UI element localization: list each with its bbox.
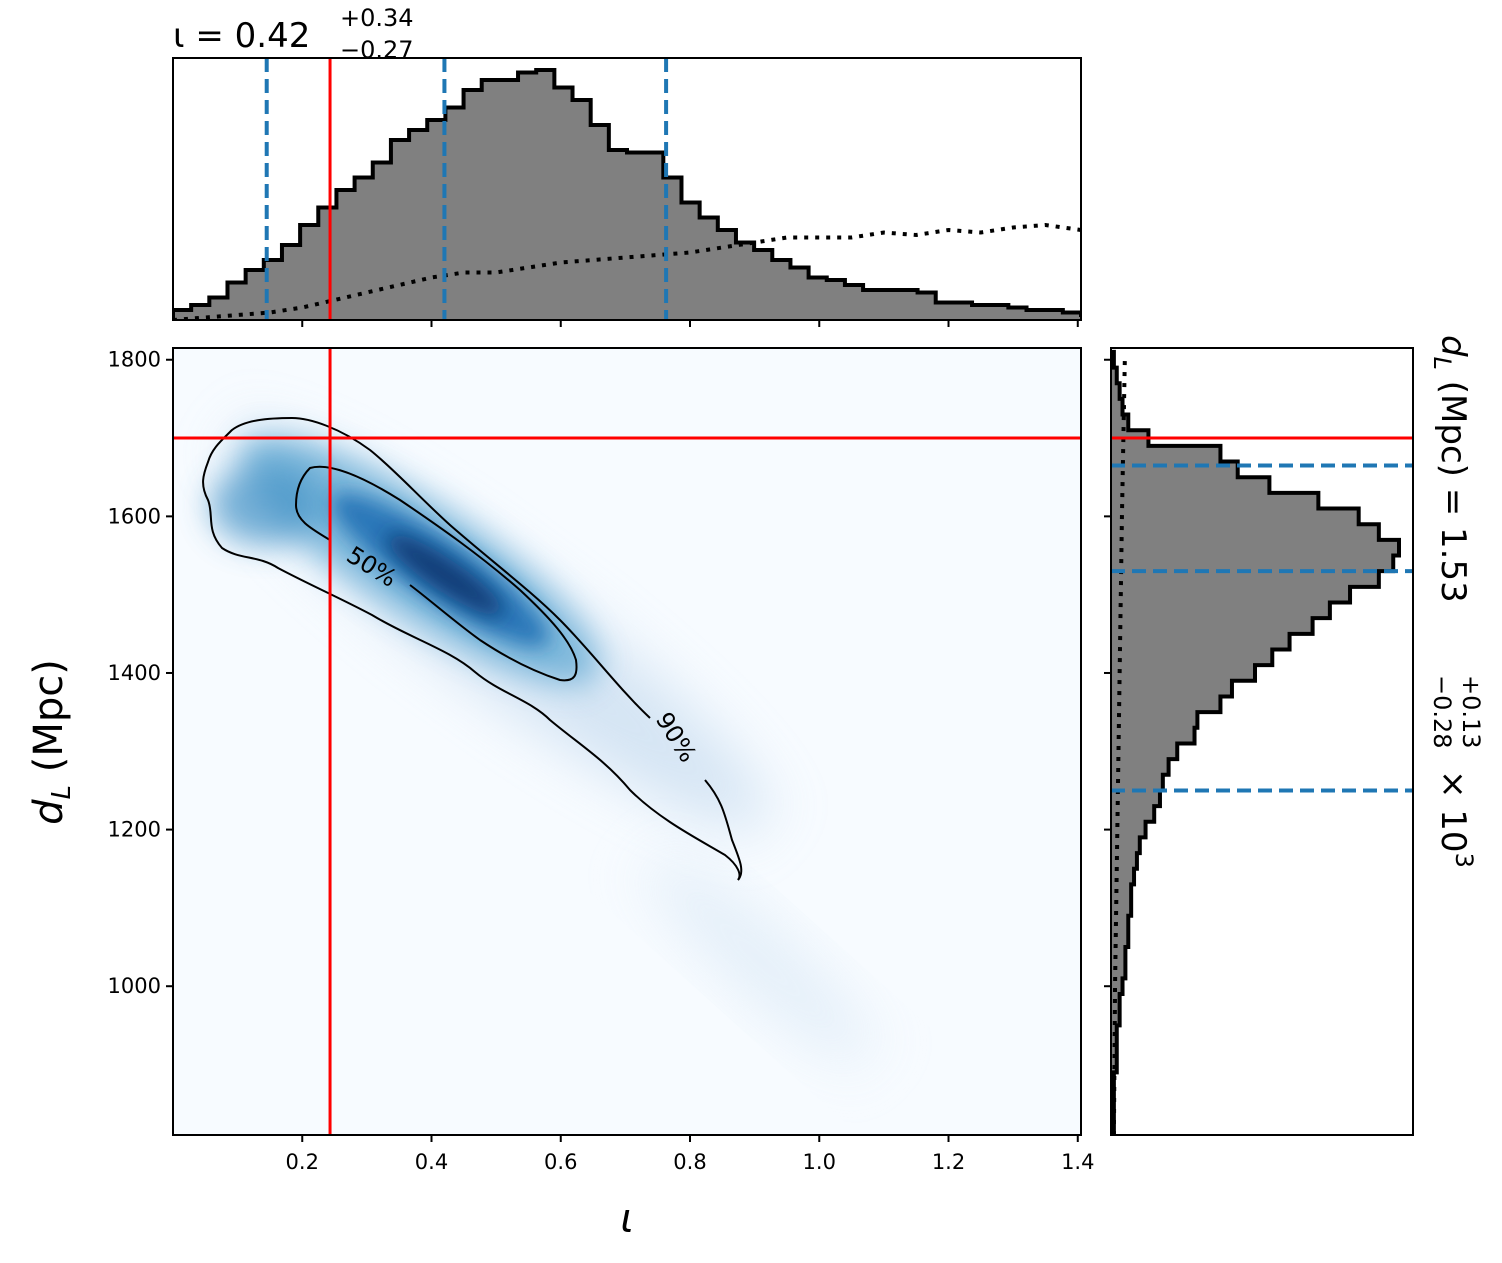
x-tick-label-4: 1.0 (803, 1150, 836, 1174)
contour-90-line-tail (704, 779, 743, 881)
y-tick-label-4: 1800 (108, 348, 161, 372)
x-tick-label-2: 0.6 (544, 1150, 577, 1174)
dl-title-plus: +0.13 (1457, 675, 1485, 749)
x-tick-label-6: 1.4 (1061, 1150, 1094, 1174)
x-tick-label-1: 0.4 (415, 1150, 448, 1174)
contour-50-line (294, 465, 578, 682)
iota-title-plus: +0.34 (340, 4, 414, 32)
iota-marginal-ticks (301, 320, 1079, 327)
contour-90-line (202, 416, 741, 881)
dl-prior-curve (1111, 359, 1127, 1135)
y-tick-label-3: 1600 (108, 504, 161, 528)
dl-marginal-ticks (1104, 358, 1111, 988)
y-tick-label-2: 1400 (108, 661, 161, 685)
iota-marginal-panel: ι = 0.42 +0.34 −0.27 (172, 4, 1082, 327)
iota-prior-curve (173, 222, 1081, 320)
dl-title-multiplier: × 103 (1433, 770, 1478, 868)
joint-density-frame (172, 347, 1082, 1136)
y-tick-label-0: 1000 (108, 974, 161, 998)
dl-histogram-fill (1111, 351, 1399, 1135)
density-left-lobe (210, 465, 320, 545)
density-tail (646, 856, 874, 1064)
iota-title: ι = 0.42 (173, 16, 310, 56)
iota-title-minus: −0.27 (340, 36, 414, 64)
dl-title: dL (Mpc) = 1.53 (1428, 335, 1473, 603)
x-axis-label: ι (620, 1196, 634, 1242)
iota-histogram-outline (173, 68, 1081, 320)
x-axis: 0.2 0.4 0.6 0.8 1.0 1.2 1.4 (286, 1135, 1094, 1174)
x-tick-label-3: 0.8 (673, 1150, 706, 1174)
density-peak (386, 533, 504, 617)
y-tick-label-1: 1200 (108, 818, 161, 842)
dl-marginal-panel: dL (Mpc) = 1.53 +0.13 −0.28 × 103 (1104, 335, 1485, 1136)
joint-density-panel: 50% 90% 0.2 0.4 0.6 0.8 1.0 1.2 1.4 1000120014… (26, 347, 1094, 1242)
y-axis-label: dL (Mpc) (26, 659, 77, 825)
iota-marginal-frame (172, 57, 1082, 321)
y-axis: 1000 1200 1400 1600 1800 (108, 348, 173, 998)
iota-histogram-fill (173, 70, 1081, 320)
x-tick-label-0: 0.2 (286, 1150, 319, 1174)
dl-title-minus: −0.28 (1428, 675, 1456, 749)
iota-quantile-lines (264, 58, 669, 320)
dl-quantile-lines (1111, 463, 1413, 793)
dl-marginal-frame (1110, 347, 1414, 1136)
x-tick-label-5: 1.2 (932, 1150, 965, 1174)
